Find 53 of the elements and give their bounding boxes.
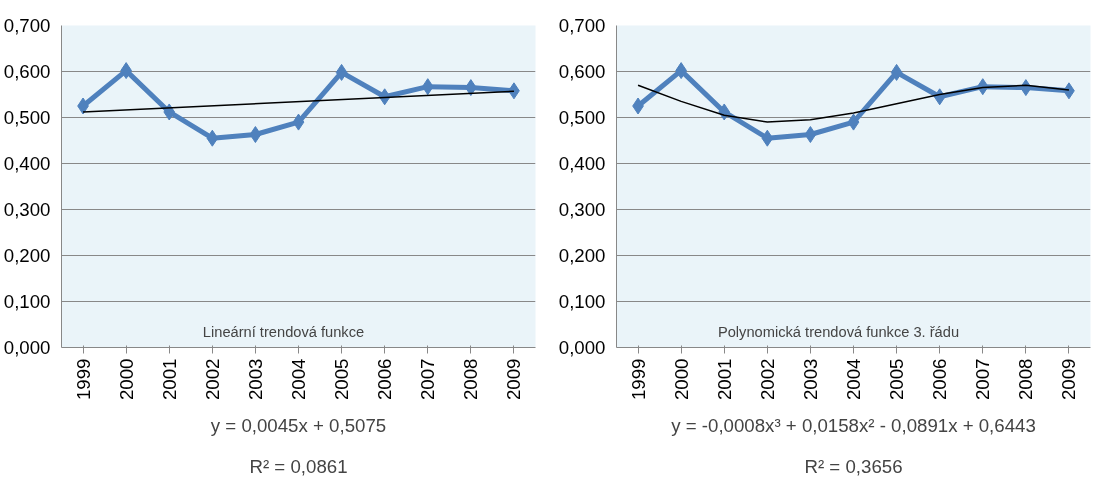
point — [335, 63, 348, 81]
text: R² = 0,3656 — [804, 455, 903, 477]
text: y = 0,0045x + 0,5075 — [210, 414, 387, 436]
y-tick-label: 0,400 — [3, 153, 51, 174]
y-tick-label: 0,500 — [3, 107, 51, 128]
x-tick-label: 1999 — [72, 358, 94, 400]
x-tick-label: 2001 — [713, 358, 735, 400]
y-tick-label: 0,600 — [3, 61, 51, 82]
point — [761, 129, 774, 147]
y-tick-label: 0,000 — [558, 337, 606, 358]
y-tick-label: 0,500 — [558, 107, 606, 128]
point — [249, 126, 262, 144]
x-tick-label: 2007 — [417, 358, 439, 400]
annotation: Polynomická trendová funkce 3. řádu — [717, 323, 960, 340]
x-tick-label: 1999 — [627, 358, 649, 400]
y-tick-label: 0,100 — [558, 291, 606, 312]
x-tick-label: 2008 — [460, 358, 482, 400]
y-tick-label: 0,700 — [558, 15, 606, 36]
x-tick-label: 2004 — [288, 358, 309, 400]
y-tick-label: 0,100 — [3, 291, 51, 312]
x-tick-label: 2006 — [929, 358, 951, 400]
point — [847, 113, 860, 131]
x-tick-label: 2005 — [886, 358, 908, 400]
y-tick-label: 0,000 — [3, 337, 51, 358]
x-tick-label: 2002 — [756, 358, 778, 400]
point — [421, 78, 434, 96]
point — [890, 63, 903, 81]
x-tick-label: 2009 — [1058, 358, 1080, 400]
x-tick-label: 2004 — [843, 358, 864, 400]
x-tick-label: 2003 — [244, 358, 266, 400]
x-tick-label: 2003 — [799, 358, 821, 400]
x-tick-label: 2000 — [115, 358, 137, 400]
point — [292, 113, 305, 131]
text: R² = 0,0861 — [249, 455, 348, 477]
y-tick-label: 0,400 — [558, 153, 606, 174]
x-tick-label: 2008 — [1015, 358, 1037, 400]
x-tick-label: 2002 — [201, 358, 223, 400]
x-tick-label: 2001 — [158, 358, 180, 400]
y-tick-label: 0,300 — [3, 199, 51, 220]
point — [804, 126, 817, 144]
x-tick-label: 2005 — [331, 358, 353, 400]
annotation: Lineární trendová funkce — [202, 323, 365, 340]
x-tick-label: 2000 — [670, 358, 692, 400]
y-tick-label: 0,200 — [558, 245, 606, 266]
y-tick-label: 0,600 — [558, 61, 606, 82]
x-tick-label: 2007 — [972, 358, 994, 400]
y-tick-label: 0,300 — [558, 199, 606, 220]
y-tick-label: 0,700 — [3, 15, 51, 36]
y-tick-label: 0,200 — [3, 245, 51, 266]
text: y = -0,0008x³ + 0,0158x² - 0,0891x + 0,6443 — [671, 414, 1036, 436]
point — [206, 129, 219, 147]
x-tick-label: 2006 — [374, 358, 396, 400]
x-tick-label: 2009 — [503, 358, 525, 400]
